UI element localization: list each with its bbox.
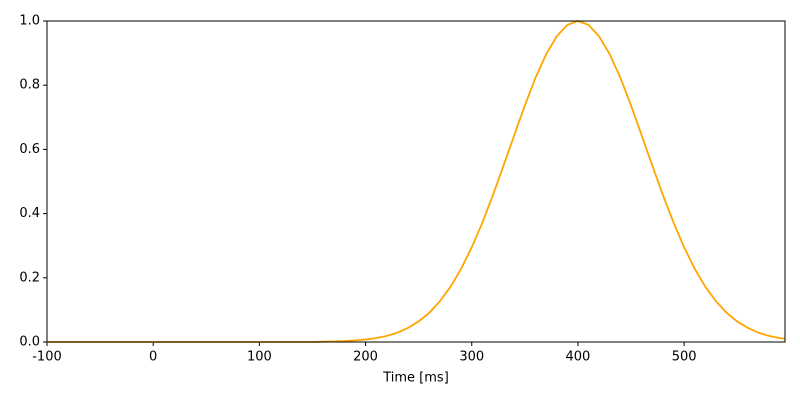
x-tick-label: 0 bbox=[149, 350, 157, 365]
y-tick-label: 0.4 bbox=[19, 206, 40, 221]
y-tick-label: 1.0 bbox=[19, 14, 40, 29]
y-tick-label: 0.0 bbox=[19, 335, 40, 350]
x-tick-label: 400 bbox=[566, 350, 591, 365]
y-tick-label: 0.8 bbox=[19, 78, 40, 93]
x-axis-label: Time [ms] bbox=[382, 371, 449, 386]
plot-frame bbox=[46, 20, 786, 343]
line bbox=[47, 20, 786, 343]
x-tick-label: 300 bbox=[459, 350, 484, 365]
x-tick-label: 500 bbox=[672, 350, 697, 365]
y-tick-label: 0.6 bbox=[19, 142, 40, 157]
x-tick-label: 100 bbox=[247, 350, 272, 365]
x-tick-label: 200 bbox=[353, 350, 378, 365]
x-tick-label: -100 bbox=[32, 350, 62, 365]
y-tick-label: 0.2 bbox=[19, 270, 40, 285]
